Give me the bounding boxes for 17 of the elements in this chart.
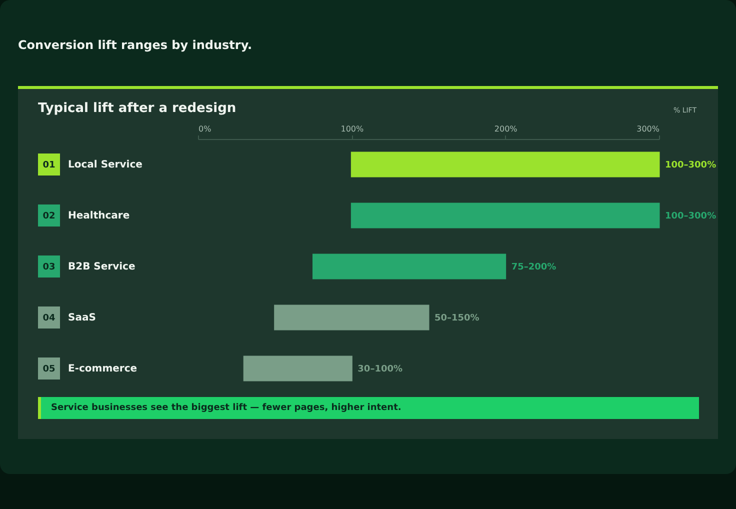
chart-title: Conversion lift ranges by industry. <box>18 38 252 52</box>
category-label: 05 E-commerce <box>42 364 138 374</box>
text: Service businesses see the biggest lift — fewer pages, higher intent. <box>51 403 402 413</box>
annotation: 50–150% <box>434 314 480 324</box>
annotation: 30–100% <box>358 364 403 374</box>
category-label: 03 B2B Service <box>42 262 136 272</box>
x-tick-label: 300% <box>636 124 660 134</box>
x-tick-label: 100% <box>340 124 364 134</box>
category-label: 01 Local Service <box>42 160 142 170</box>
annotation: 100–300% <box>665 160 716 170</box>
chart-subtitle: Typical lift after a redesign <box>38 101 236 116</box>
category-label: 02 Healthcare <box>42 210 130 222</box>
x-tick-label: 200% <box>494 124 518 134</box>
annotation: 75–200% <box>511 262 556 272</box>
category-label: 04 SaaS <box>42 312 96 324</box>
x-tick-label: 0% <box>198 124 212 134</box>
annotation: 100–300% <box>665 212 716 222</box>
